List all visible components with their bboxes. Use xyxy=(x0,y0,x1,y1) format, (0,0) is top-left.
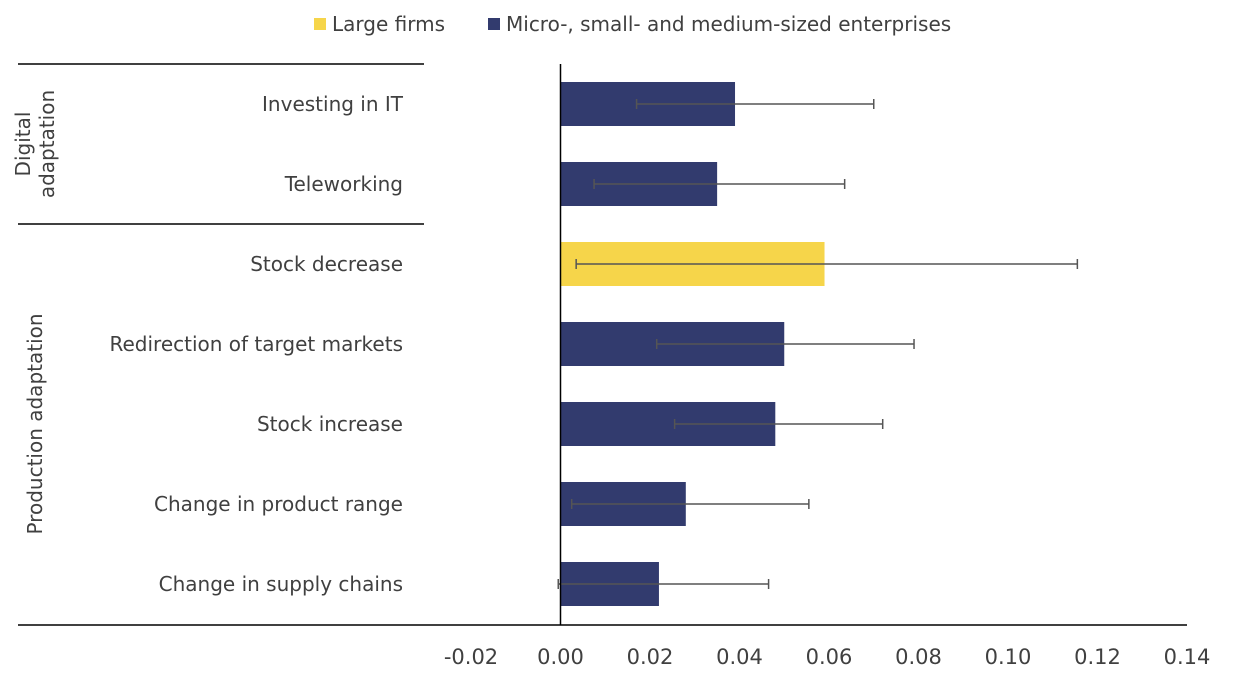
category-label: Redirection of target markets xyxy=(109,332,403,356)
category-label: Change in supply chains xyxy=(159,572,403,596)
legend-label-sme: Micro-, small- and medium-sized enterpri… xyxy=(506,12,952,36)
x-tick-label: 0.12 xyxy=(1074,645,1121,669)
x-tick-label: 0.04 xyxy=(716,645,763,669)
category-label: Change in product range xyxy=(154,492,403,516)
legend-item-sme[interactable]: Micro-, small- and medium-sized enterpri… xyxy=(488,8,951,40)
x-tick-label: 0.00 xyxy=(537,645,584,669)
x-tick-label: 0.02 xyxy=(627,645,674,669)
legend: Large firms Micro-, small- and medium-si… xyxy=(0,8,1246,40)
x-tick-label: 0.08 xyxy=(895,645,942,669)
x-tick-label: 0.14 xyxy=(1164,645,1211,669)
legend-label-large-firms: Large firms xyxy=(332,12,445,36)
legend-swatch-sme-icon xyxy=(488,18,500,30)
legend-swatch-large-icon xyxy=(314,18,326,30)
category-label: Teleworking xyxy=(284,172,403,196)
group-label: Digital xyxy=(11,112,35,177)
x-tick-label: 0.10 xyxy=(985,645,1032,669)
legend-item-large-firms[interactable]: Large firms xyxy=(314,8,445,40)
group-label: adaptation xyxy=(35,90,59,198)
category-label: Stock increase xyxy=(257,412,403,436)
category-label: Stock decrease xyxy=(250,252,403,276)
category-label: Investing in IT xyxy=(262,92,404,116)
group-label: Production adaptation xyxy=(23,313,47,534)
x-tick-label: 0.06 xyxy=(806,645,853,669)
x-tick-label: -0.02 xyxy=(444,645,498,669)
